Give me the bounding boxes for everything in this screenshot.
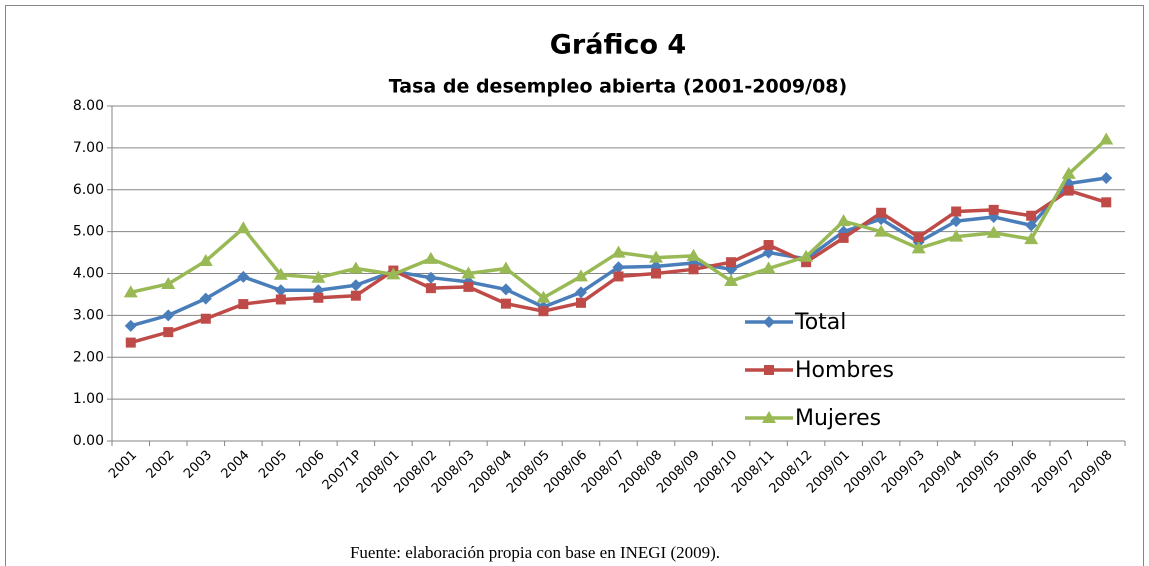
marker (1061, 166, 1076, 179)
marker (724, 274, 739, 287)
marker (500, 298, 511, 309)
legend-label: Total (794, 310, 846, 335)
marker (651, 268, 662, 279)
marker (536, 290, 551, 303)
y-tick-label: 8.00 (73, 98, 104, 114)
marker (200, 313, 211, 324)
marker (461, 266, 476, 279)
marker (764, 365, 774, 375)
marker (726, 257, 737, 268)
marker (1024, 232, 1039, 245)
marker (801, 257, 812, 268)
marker (313, 292, 324, 303)
legend-label: Mujeres (795, 406, 881, 431)
marker (988, 204, 999, 215)
marker (236, 221, 251, 234)
marker (348, 261, 363, 274)
marker (349, 279, 362, 292)
marker (275, 294, 286, 305)
marker (799, 249, 814, 262)
y-tick-label: 0.00 (73, 433, 104, 449)
marker (836, 214, 851, 227)
marker (573, 269, 588, 282)
marker (686, 248, 701, 261)
marker (688, 264, 699, 275)
marker (986, 225, 1001, 238)
chart-subtitle: Tasa de desempleo abierta (2001-2009/08) (389, 76, 847, 98)
marker (763, 240, 774, 251)
marker (762, 411, 776, 423)
y-tick-label: 7.00 (73, 140, 104, 156)
marker (1025, 219, 1038, 232)
source-note: Fuente: elaboración propia con base en I… (350, 543, 720, 562)
y-tick-label: 6.00 (73, 182, 104, 198)
marker (575, 297, 586, 308)
marker (1100, 172, 1113, 185)
marker (125, 337, 136, 348)
legend-label: Hombres (795, 358, 894, 383)
marker (649, 250, 664, 263)
marker (538, 306, 549, 317)
marker (386, 267, 401, 280)
marker (198, 253, 213, 266)
marker (951, 206, 962, 217)
marker (463, 281, 474, 292)
marker (161, 276, 176, 289)
marker (238, 299, 249, 310)
marker (124, 319, 137, 332)
marker (950, 215, 963, 228)
marker (123, 285, 138, 298)
marker (949, 229, 964, 242)
y-tick-label: 5.00 (73, 224, 104, 240)
marker (311, 270, 326, 283)
marker (913, 232, 924, 243)
marker (612, 261, 625, 274)
marker (763, 316, 775, 328)
marker (1101, 197, 1112, 208)
marker (273, 267, 288, 280)
marker (611, 245, 626, 258)
marker (876, 207, 887, 218)
marker (1063, 185, 1074, 196)
marker (1026, 210, 1037, 221)
marker (237, 270, 250, 283)
marker (350, 290, 361, 301)
y-tick-label: 2.00 (73, 349, 104, 365)
marker (874, 224, 889, 237)
marker (425, 283, 436, 294)
marker (613, 271, 624, 282)
marker (761, 261, 776, 274)
y-tick-label: 3.00 (73, 307, 104, 323)
marker (423, 251, 438, 264)
marker (574, 286, 587, 299)
marker (499, 283, 512, 296)
marker (162, 309, 175, 322)
chart-frame (5, 5, 1144, 566)
marker (274, 284, 287, 297)
marker (911, 241, 926, 254)
marker (199, 292, 212, 305)
marker (163, 327, 174, 338)
marker (498, 261, 513, 274)
marker (1099, 132, 1114, 145)
y-tick-label: 1.00 (73, 391, 104, 407)
y-tick-label: 4.00 (73, 266, 104, 282)
chart-title: Gráfico 4 (550, 30, 686, 61)
marker (838, 232, 849, 243)
marker (424, 271, 437, 284)
